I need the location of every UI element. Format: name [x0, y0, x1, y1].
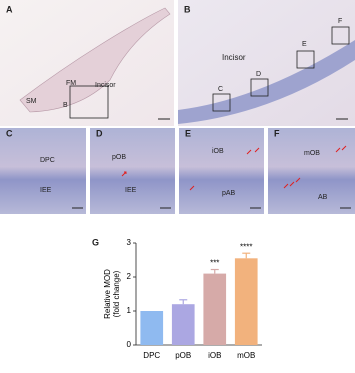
bar: [171, 304, 195, 345]
image: [179, 128, 264, 214]
label: C: [218, 86, 223, 93]
panel-f: F mOB AB: [268, 128, 355, 214]
y-tick-label: 2: [127, 272, 132, 281]
panel-label: E: [185, 128, 191, 138]
y-tick-label: 0: [127, 340, 132, 349]
bar-chart: G Relative MOD (fold change) 0 1 2 3 DPC pOB i…: [92, 237, 262, 360]
label: Incisor: [222, 53, 246, 62]
panel-label: C: [6, 128, 13, 138]
tissue: [19, 7, 171, 113]
panel-label: D: [96, 128, 103, 138]
label: pAB: [222, 190, 236, 197]
y-tick-label: 1: [127, 306, 132, 315]
bar: [140, 311, 164, 345]
label: DPC: [40, 157, 55, 164]
y-axis-label: (fold change): [112, 270, 121, 317]
panel-a: A SM FM B Incisor: [0, 0, 174, 126]
box: [250, 78, 269, 97]
x-tick-label: iOB: [208, 351, 221, 360]
arrow: [121, 171, 127, 177]
x-tick-label: pOB: [175, 351, 191, 360]
image: [0, 128, 86, 214]
panel-label: G: [92, 237, 99, 247]
bar: [203, 273, 227, 345]
panel-d: D pOB IEE: [90, 128, 175, 214]
panel-label: F: [274, 128, 280, 138]
x-tick-label: DPC: [143, 351, 160, 360]
image: [90, 128, 175, 214]
box: [212, 93, 231, 112]
label: mOB: [304, 150, 320, 157]
image: [268, 128, 355, 214]
box: [296, 50, 315, 69]
label: FM: [66, 80, 76, 87]
label: F: [338, 18, 342, 25]
label: SM: [26, 98, 37, 105]
significance: ***: [210, 259, 219, 268]
y-axis-label: Relative MOD: [103, 269, 112, 319]
x-tick-label: mOB: [237, 351, 255, 360]
label: E: [302, 41, 307, 48]
arrow: [189, 147, 260, 191]
label: D: [256, 71, 261, 78]
y-tick-label: 3: [127, 238, 132, 247]
tissue: [178, 40, 355, 124]
label: IEE: [40, 187, 52, 194]
significance: ****: [240, 242, 252, 251]
bar: [234, 258, 258, 345]
label: B: [63, 102, 68, 109]
label: Incisor: [95, 82, 116, 89]
panel-c: C DPC IEE: [0, 128, 86, 214]
label: IEE: [125, 187, 137, 194]
box: [69, 85, 109, 119]
label: AB: [318, 194, 328, 201]
panel-b: B Incisor C D E F: [178, 0, 355, 126]
panel-e: E iOB pAB: [179, 128, 264, 214]
panel-label: A: [6, 4, 13, 14]
panel-label: B: [184, 4, 191, 14]
box: [331, 26, 350, 45]
label: pOB: [112, 154, 126, 161]
label: iOB: [212, 148, 224, 155]
arrow: [283, 145, 347, 189]
